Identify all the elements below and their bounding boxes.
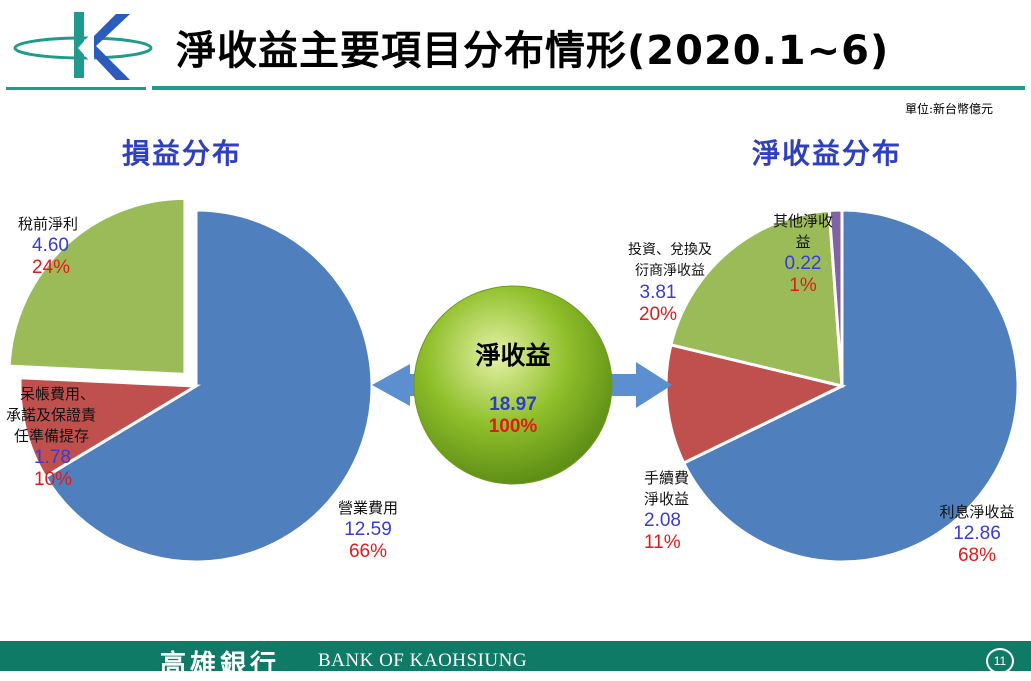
title-underline-left	[6, 87, 146, 90]
arrow-right-shaft	[610, 374, 638, 396]
label-interest-income-value: 12.86	[953, 523, 1001, 544]
label-pretax-profit-percent: 24%	[32, 257, 71, 278]
arrow-left-head	[372, 364, 410, 406]
label-pretax-profit-value: 4.60	[32, 235, 69, 256]
unit-note: 單位:新台幣億元	[904, 102, 993, 116]
footer-bank-name-en: BANK OF KAOHSIUNG	[318, 650, 528, 671]
label-fee-income-percent: 11%	[644, 532, 681, 553]
label-provision-line2: 承諾及保證責	[6, 406, 97, 424]
footer-bar	[0, 641, 1031, 671]
label-provision-line1: 呆帳費用、	[20, 385, 96, 403]
center-net-income: 淨收益 18.97 100%	[420, 336, 606, 438]
label-operating-expense-value: 12.59	[344, 519, 392, 540]
center-net-income-value: 18.97	[489, 394, 537, 415]
label-provision: 呆帳費用、 承諾及保證責 任準備提存 1.78 10%	[6, 384, 96, 491]
slice-fee-income	[664, 343, 847, 466]
label-interest-income-name: 利息淨收益	[939, 503, 1015, 521]
label-interest-income-percent: 68%	[957, 545, 997, 566]
label-fee-income-value: 2.08	[644, 510, 681, 531]
right-chart-title: 淨收益分布	[752, 137, 903, 170]
label-provision-percent: 10%	[34, 469, 73, 490]
left-chart-title: 損益分布	[122, 137, 243, 170]
slice-pretax-profit	[7, 196, 187, 376]
label-other-income: 其他淨收 益 0.22 1%	[768, 211, 838, 297]
label-operating-expense-name: 營業費用	[338, 499, 399, 517]
arrow-right-head	[636, 362, 672, 408]
label-operating-expense: 營業費用 12.59 66%	[338, 498, 398, 563]
slice-interest-income	[681, 208, 1020, 564]
label-investment-income-percent: 20%	[638, 304, 678, 325]
label-investment-income-value: 3.81	[639, 282, 677, 303]
label-investment-income: 投資、兌換及 衍商淨收益 3.81 20%	[620, 240, 720, 326]
center-net-income-percent: 100%	[488, 416, 538, 437]
page-number: 11	[986, 648, 1014, 674]
label-other-income-line2: 益	[795, 233, 811, 251]
label-operating-expense-percent: 66%	[348, 541, 388, 562]
label-fee-income-line1: 手續費	[644, 469, 690, 487]
footer-bank-name-zh: 高雄銀行	[160, 650, 281, 680]
label-interest-income: 利息淨收益 12.86 68%	[932, 502, 1022, 567]
label-investment-income-line1: 投資、兌換及	[628, 242, 712, 258]
slice-investment-income	[669, 208, 844, 388]
label-pretax-profit-name: 稅前淨利	[18, 215, 79, 233]
label-investment-income-line2: 衍商淨收益	[635, 263, 705, 279]
label-other-income-percent: 1%	[789, 275, 817, 296]
label-fee-income: 手續費 淨收益 2.08 11%	[644, 468, 689, 554]
label-fee-income-line2: 淨收益	[644, 490, 690, 508]
title-underline-right	[152, 86, 1025, 90]
center-net-income-label: 淨收益	[475, 341, 551, 370]
label-provision-line3: 任準備提存	[14, 427, 90, 445]
label-pretax-profit: 稅前淨利 4.60 24%	[18, 214, 78, 279]
slice-other-income	[827, 208, 844, 387]
label-other-income-value: 0.22	[784, 253, 822, 274]
slice-provision	[18, 376, 202, 479]
center-ball	[413, 285, 613, 485]
slide-title: 淨收益主要項目分布情形(2020.1~6)	[176, 28, 890, 74]
label-other-income-line1: 其他淨收	[772, 212, 833, 230]
label-provision-value: 1.78	[34, 447, 71, 468]
slice-operating-expense	[43, 208, 374, 564]
bank-logo	[13, 12, 153, 80]
